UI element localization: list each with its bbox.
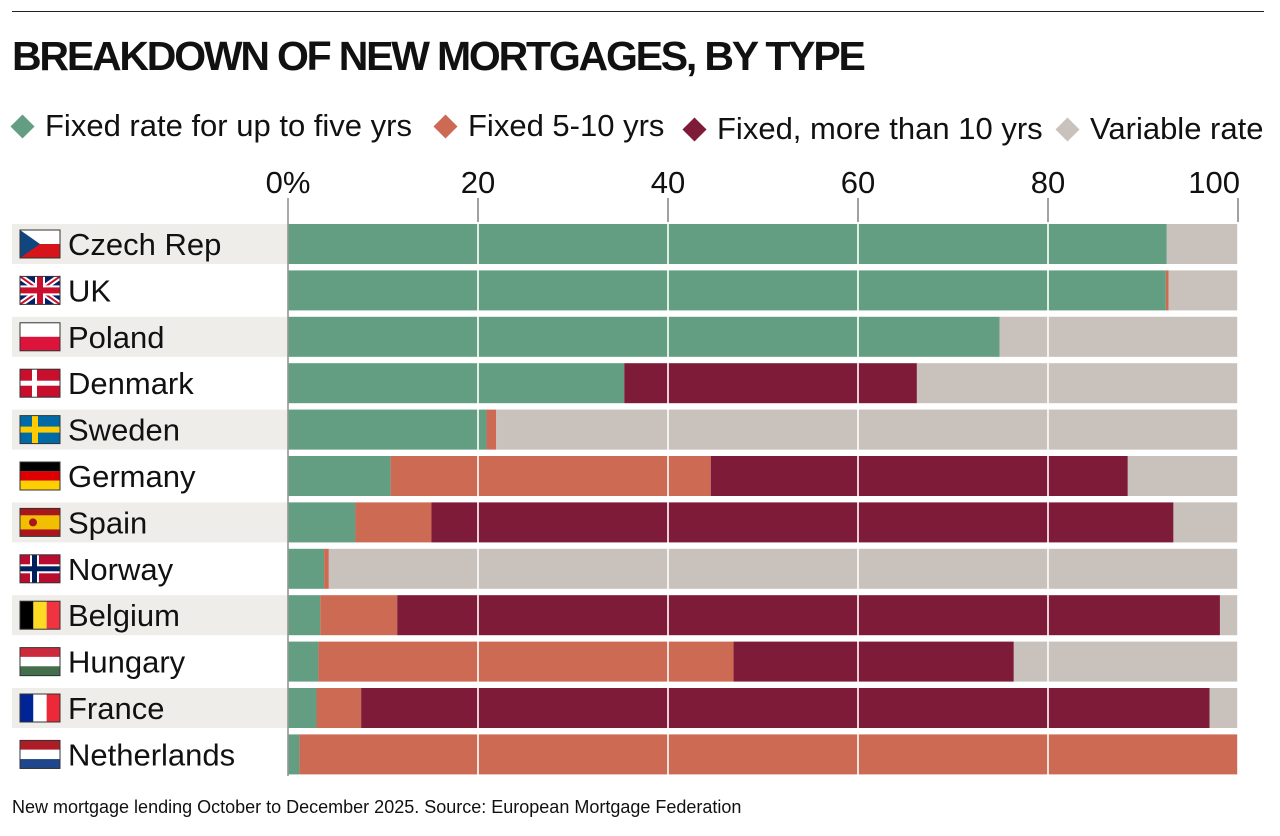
bar-segment-fixed_up_to_5 xyxy=(288,502,356,543)
category-label: Sweden xyxy=(68,413,180,448)
category-label: France xyxy=(68,691,164,726)
category-label: Hungary xyxy=(68,645,186,680)
bar-segment-fixed_up_to_5 xyxy=(288,316,1000,357)
bar-segment-fixed_5_10 xyxy=(486,409,497,450)
chart-title: BREAKDOWN OF NEW MORTGAGES, BY TYPE xyxy=(12,33,866,79)
x-tick-label: 60 xyxy=(841,165,875,200)
category-labels: Czech Rep UK Poland Denmark Sweden Germany Spa… xyxy=(18,227,235,772)
category-label: Norway xyxy=(68,552,174,587)
poland-flag-icon xyxy=(19,322,61,352)
bar-segment-fixed_up_to_5 xyxy=(288,224,1167,264)
norway-flag-icon xyxy=(19,554,61,584)
bar-segment-fixed_5_10 xyxy=(355,502,432,543)
bar-segment-fixed_up_to_5 xyxy=(288,688,317,728)
legend: Fixed rate for up to five yrs Fixed 5-10… xyxy=(0,104,1280,150)
legend-item-fixed-up-to-5: Fixed rate for up to five yrs xyxy=(10,106,412,146)
bar-segment-fixed_up_to_5 xyxy=(288,409,487,450)
bar-segment-fixed_up_to_5 xyxy=(288,734,300,775)
bar-segment-variable xyxy=(999,316,1238,357)
bar-segment-fixed_5_10 xyxy=(1165,270,1169,311)
bar-segment-fixed_5_10 xyxy=(320,595,398,636)
x-tick-label: 0% xyxy=(266,165,311,200)
category-label: UK xyxy=(68,273,111,308)
category-label: Netherlands xyxy=(68,737,235,772)
category-label: Spain xyxy=(68,505,147,540)
bar-segment-fixed_5_10 xyxy=(390,456,711,496)
legend-label: Variable rate xyxy=(1090,111,1264,146)
uk-flag-icon xyxy=(18,273,62,307)
netherlands-flag-icon xyxy=(19,739,61,769)
legend-label: Fixed rate for up to five yrs xyxy=(45,108,412,143)
x-tick-label: 80 xyxy=(1031,165,1065,200)
top-rule xyxy=(12,11,1264,12)
bar-segment-fixed_over_10 xyxy=(397,595,1220,636)
gridlines xyxy=(287,198,1239,776)
bar-segment-fixed_5_10 xyxy=(324,548,329,589)
bar-segment-fixed_5_10 xyxy=(318,641,734,682)
bar-segment-fixed_over_10 xyxy=(733,641,1014,682)
czech-flag-icon xyxy=(19,229,61,259)
legend-item-variable: Variable rate xyxy=(1055,109,1263,149)
bar-segment-variable xyxy=(1127,456,1238,496)
legend-label: Fixed, more than 10 yrs xyxy=(717,111,1043,146)
x-tick-label: 20 xyxy=(461,165,495,200)
bar-segment-fixed_up_to_5 xyxy=(288,270,1166,311)
france-flag-icon xyxy=(19,693,61,723)
denmark-flag-icon xyxy=(19,368,61,398)
footer-source-note: New mortgage lending October to December… xyxy=(12,797,742,817)
x-tick-labels: 0% 20 40 60 80 100 xyxy=(266,165,1240,200)
bar-segment-variable xyxy=(328,548,1239,589)
bar-segment-fixed_over_10 xyxy=(361,688,1210,728)
legend-item-fixed-over-10: Fixed, more than 10 yrs xyxy=(682,109,1043,149)
bar-segment-fixed_up_to_5 xyxy=(288,363,625,404)
bar-segment-fixed_5_10 xyxy=(316,688,362,728)
bar-segment-variable xyxy=(1013,641,1238,682)
bar-segment-fixed_over_10 xyxy=(624,363,917,404)
category-label: Denmark xyxy=(68,366,194,401)
category-label: Belgium xyxy=(68,598,180,633)
sweden-flag-icon xyxy=(19,415,61,445)
category-label: Poland xyxy=(68,320,165,355)
spain-flag-icon xyxy=(19,507,61,537)
category-label: Germany xyxy=(68,459,196,494)
bar-segment-variable xyxy=(1166,224,1238,264)
bar-segment-variable xyxy=(1219,595,1238,636)
bar-segment-fixed_up_to_5 xyxy=(288,595,321,636)
bar-segment-variable xyxy=(1209,688,1238,728)
bar-segment-fixed_up_to_5 xyxy=(288,456,391,496)
bar-segment-fixed_up_to_5 xyxy=(288,548,325,589)
bar-segment-fixed_over_10 xyxy=(431,502,1174,543)
bar-segment-fixed_over_10 xyxy=(710,456,1128,496)
x-tick-label: 100 xyxy=(1188,165,1240,200)
x-tick-label: 40 xyxy=(651,165,685,200)
bar-segment-fixed_up_to_5 xyxy=(288,641,319,682)
bar-segment-variable xyxy=(1168,270,1238,311)
bars xyxy=(288,224,1239,775)
bar-segment-variable xyxy=(916,363,1238,404)
belgium-flag-icon xyxy=(19,600,61,630)
legend-item-fixed-5-10: Fixed 5-10 yrs xyxy=(433,106,664,146)
germany-flag-icon xyxy=(19,461,61,491)
bar-segment-fixed_5_10 xyxy=(299,734,1238,775)
category-label: Czech Rep xyxy=(68,227,221,262)
bar-segment-variable xyxy=(1173,502,1238,543)
bar-segment-variable xyxy=(496,409,1238,450)
hungary-flag-icon xyxy=(19,647,61,677)
legend-label: Fixed 5-10 yrs xyxy=(468,108,665,143)
